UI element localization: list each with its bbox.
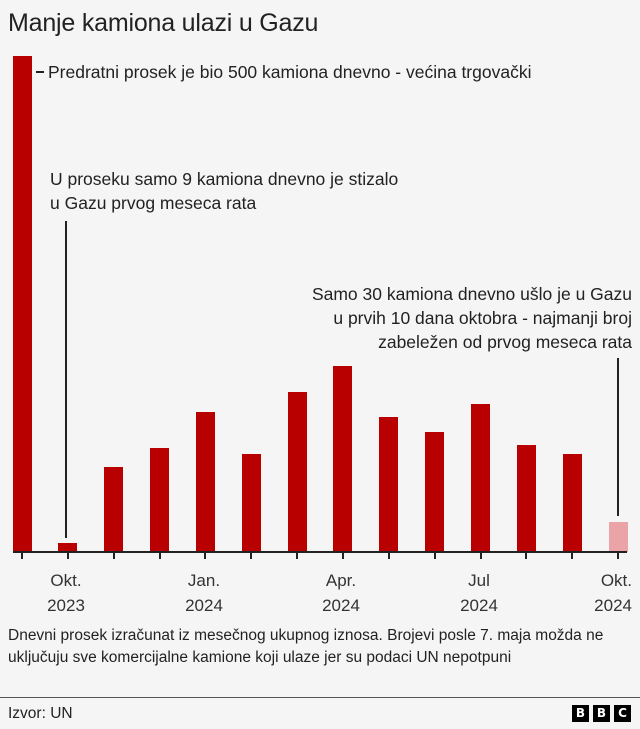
x-tick bbox=[434, 553, 436, 559]
footnote: Dnevni prosek izračunat iz mesečnog ukup… bbox=[8, 627, 604, 666]
bar-2 bbox=[104, 467, 123, 552]
x-tick bbox=[480, 553, 482, 559]
x-tick bbox=[204, 553, 206, 559]
x-tick bbox=[113, 553, 115, 559]
bar-11 bbox=[517, 445, 536, 552]
bar-1 bbox=[58, 543, 77, 552]
annotation-first-month-line2: u Gazu prvog meseca rata bbox=[50, 193, 257, 213]
bbc-logo-b2: B bbox=[593, 705, 610, 722]
x-tick bbox=[250, 553, 252, 559]
annotation-first-month-line1: U proseku samo 9 kamiona dnevno je stiza… bbox=[50, 169, 399, 189]
bar-0 bbox=[13, 56, 32, 552]
x-label-month: Apr. bbox=[325, 571, 357, 590]
annotation-october-line3: zabeležen od prvog meseca rata bbox=[378, 332, 632, 352]
annotation-prewar: Predratni prosek je bio 500 kamiona dnev… bbox=[48, 62, 532, 82]
x-tick bbox=[571, 553, 573, 559]
x-tick bbox=[525, 553, 527, 559]
x-label-month: Okt. bbox=[600, 571, 632, 590]
x-label-month: Jul bbox=[468, 571, 490, 590]
bbc-logo: B B C bbox=[572, 705, 631, 722]
bar-8 bbox=[379, 417, 398, 552]
bar-9 bbox=[425, 432, 444, 552]
x-tick bbox=[159, 553, 161, 559]
x-label-jul-2024: Jul 2024 bbox=[439, 568, 519, 618]
x-tick bbox=[296, 553, 298, 559]
bar-5 bbox=[242, 454, 261, 552]
x-label-apr-2024: Apr. 2024 bbox=[301, 568, 381, 618]
prewar-leader-line bbox=[36, 71, 44, 73]
bar-chart: Predratni prosek je bio 500 kamiona dnev… bbox=[13, 56, 632, 559]
x-axis-line bbox=[13, 551, 627, 553]
footer-divider bbox=[0, 697, 640, 698]
x-label-okt-2023: Okt. 2023 bbox=[26, 568, 106, 618]
x-label-year: 2024 bbox=[460, 596, 498, 615]
bar-13 bbox=[609, 522, 628, 552]
x-label-year: 2024 bbox=[322, 596, 360, 615]
bar-6 bbox=[288, 392, 307, 552]
annotation-october-line1: Samo 30 kamiona dnevno ušlo je u Gazu bbox=[311, 284, 632, 304]
x-label-month: Jan. bbox=[187, 571, 221, 590]
bar-7 bbox=[333, 366, 352, 552]
x-label-okt-2024: Okt. 2024 bbox=[552, 568, 632, 618]
x-tick bbox=[21, 553, 23, 559]
bbc-logo-b1: B bbox=[572, 705, 589, 722]
annotation-october-line2: u prvih 10 dana oktobra - najmanji broj bbox=[333, 308, 632, 328]
x-label-year: 2024 bbox=[185, 596, 223, 615]
x-label-year: 2023 bbox=[47, 596, 85, 615]
x-label-month: Okt. bbox=[50, 571, 82, 590]
october-leader-line bbox=[617, 358, 619, 516]
bar-10 bbox=[471, 404, 490, 552]
bar-12 bbox=[563, 454, 582, 552]
first-month-leader-line bbox=[65, 221, 67, 538]
chart-title: Manje kamiona ulazi u Gazu bbox=[8, 9, 319, 37]
bar-3 bbox=[150, 448, 169, 552]
x-tick bbox=[617, 553, 619, 559]
x-tick bbox=[388, 553, 390, 559]
bar-4 bbox=[196, 412, 215, 552]
x-tick bbox=[67, 553, 69, 559]
source-label: Izvor: UN bbox=[8, 705, 73, 722]
bbc-logo-c: C bbox=[614, 705, 631, 722]
x-tick bbox=[342, 553, 344, 559]
x-label-jan-2024: Jan. 2024 bbox=[164, 568, 244, 618]
x-label-year: 2024 bbox=[594, 596, 632, 615]
